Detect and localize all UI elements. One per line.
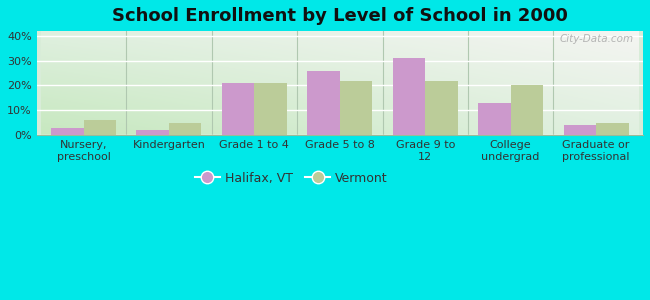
Bar xyxy=(425,80,458,135)
Title: School Enrollment by Level of School in 2000: School Enrollment by Level of School in … xyxy=(112,7,567,25)
Bar xyxy=(478,103,511,135)
Bar xyxy=(340,80,372,135)
Text: City-Data.com: City-Data.com xyxy=(560,34,634,44)
Bar xyxy=(84,120,116,135)
Bar xyxy=(511,85,543,135)
Bar xyxy=(254,83,287,135)
Legend: Halifax, VT, Vermont: Halifax, VT, Vermont xyxy=(190,167,393,190)
Bar xyxy=(222,83,254,135)
Bar xyxy=(564,125,596,135)
Bar xyxy=(51,128,84,135)
Bar xyxy=(169,123,202,135)
Bar xyxy=(596,123,629,135)
Bar xyxy=(393,58,425,135)
Bar xyxy=(307,70,340,135)
Bar xyxy=(136,130,169,135)
